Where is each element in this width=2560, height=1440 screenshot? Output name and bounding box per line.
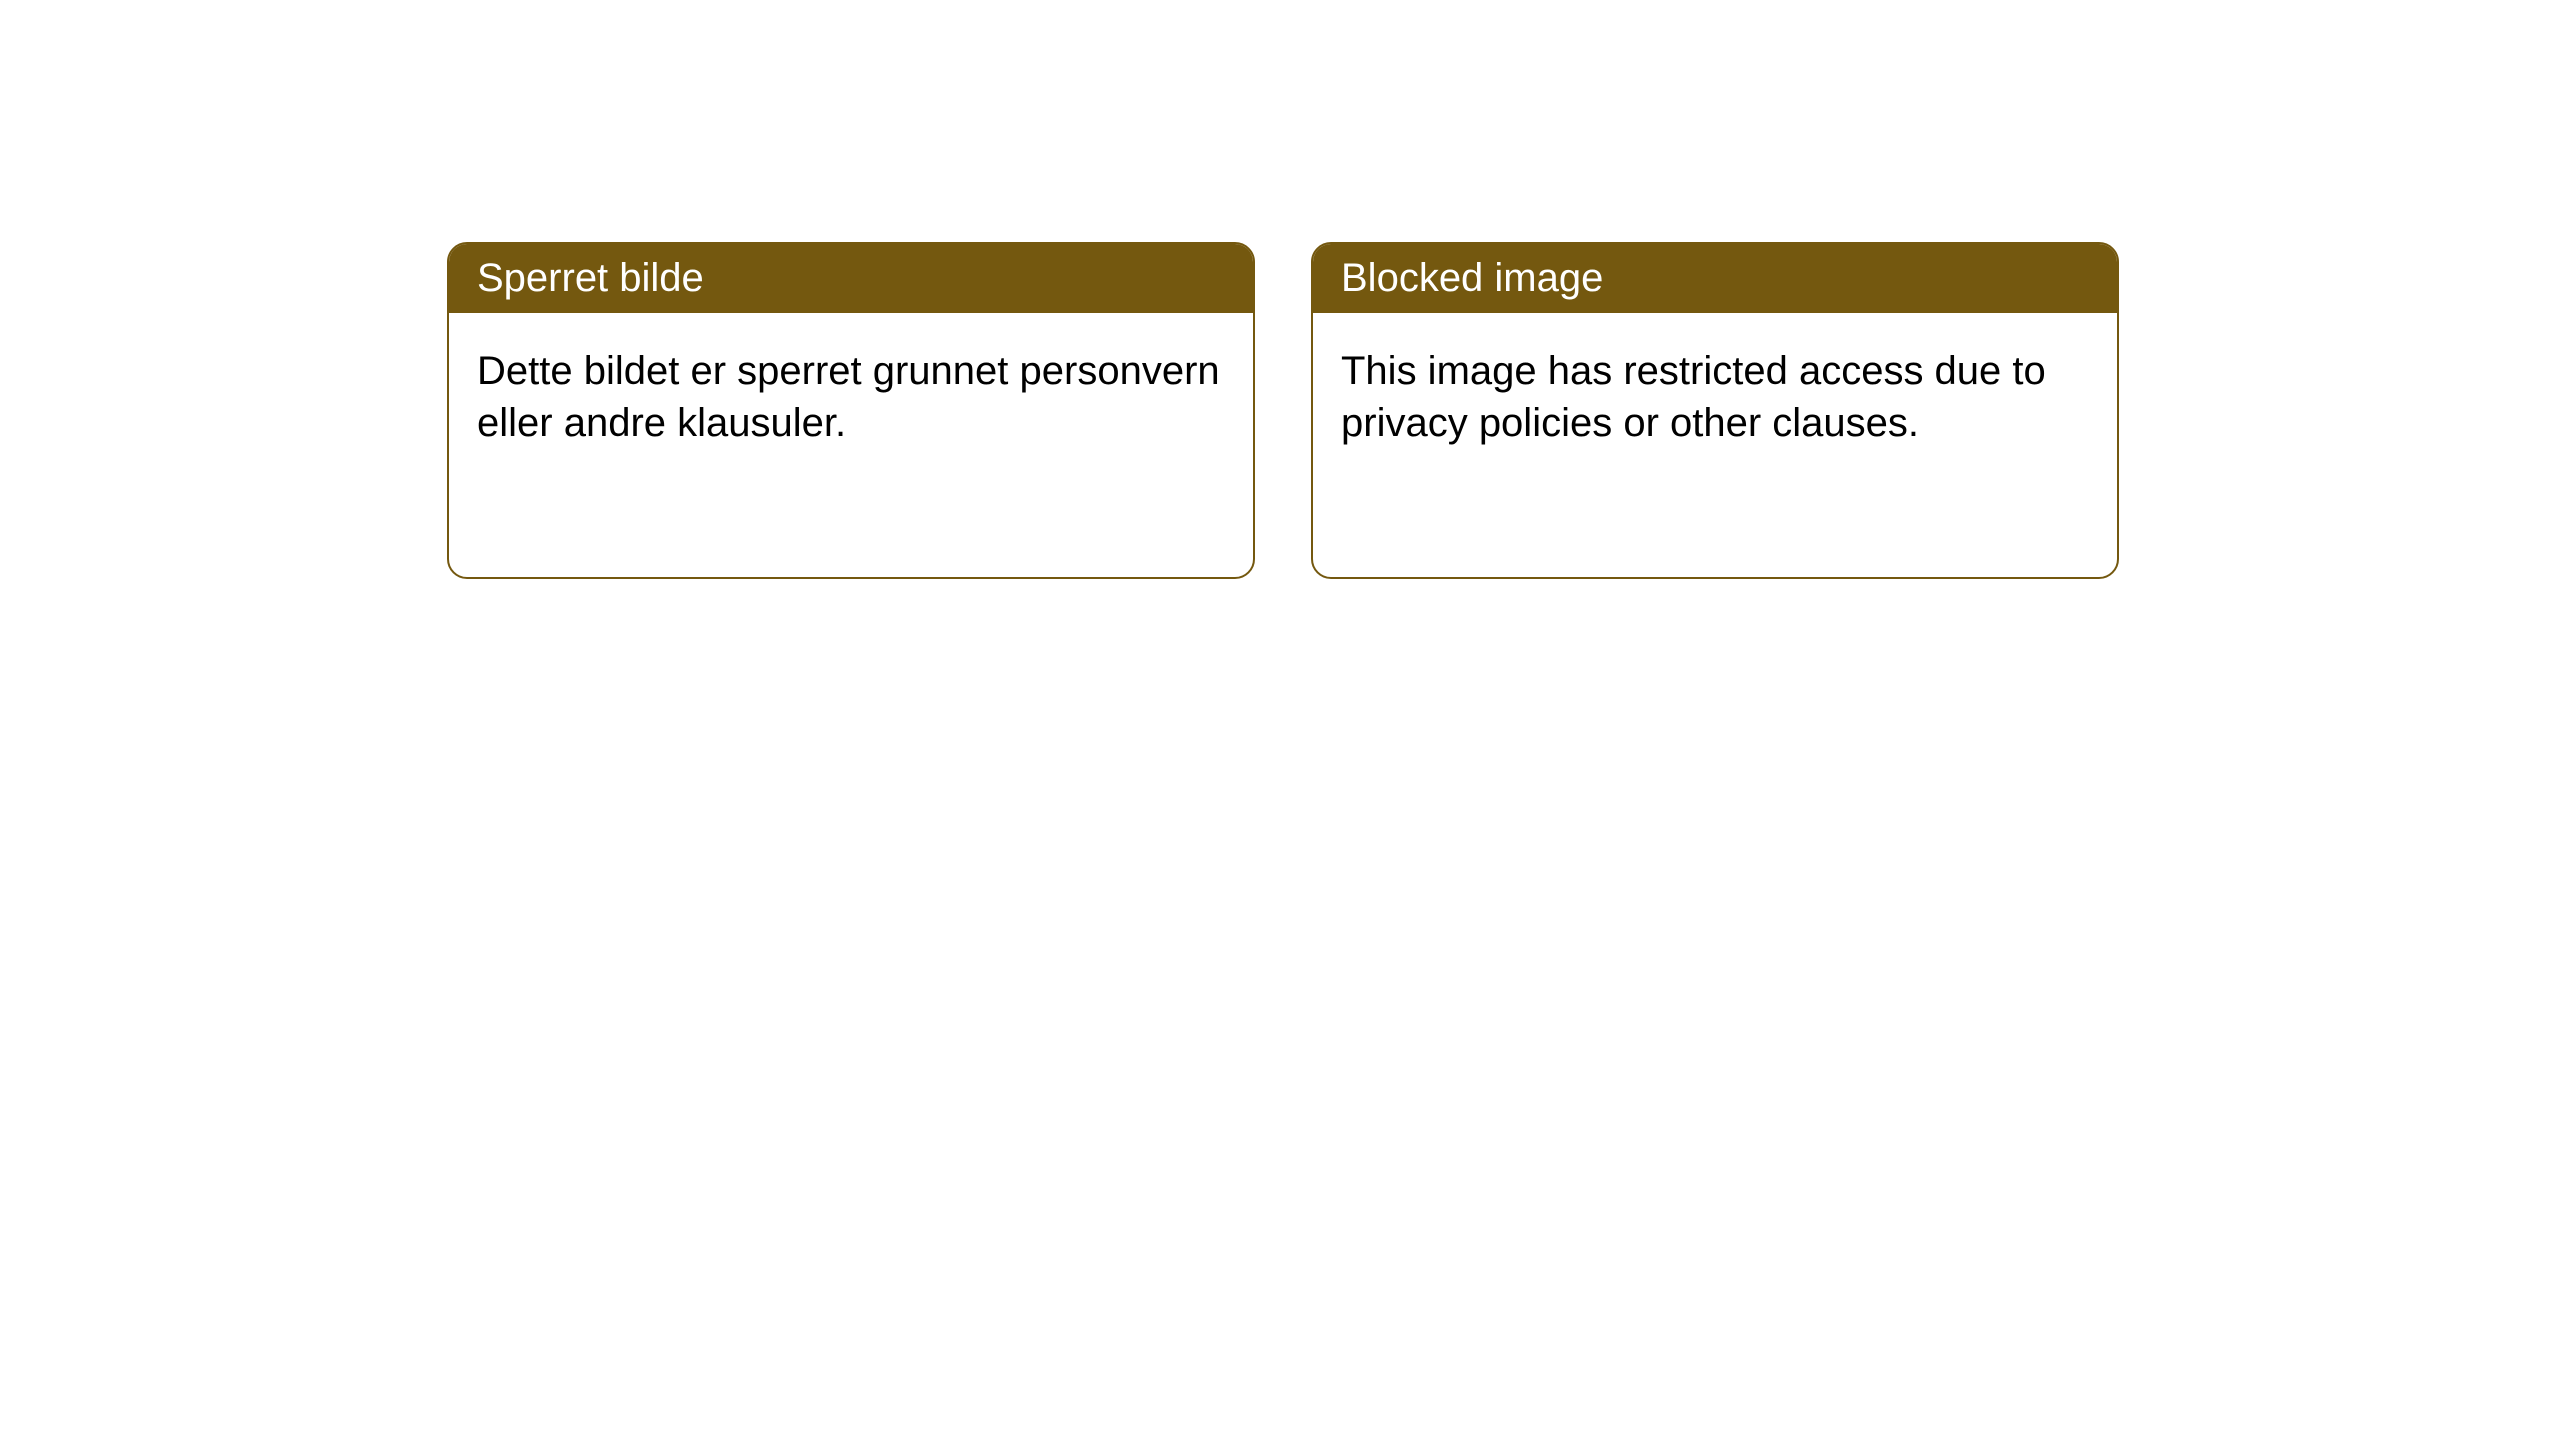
card-body-text: This image has restricted access due to … — [1341, 349, 2046, 445]
card-body: Dette bildet er sperret grunnet personve… — [449, 313, 1253, 481]
notice-card-norwegian: Sperret bilde Dette bildet er sperret gr… — [447, 242, 1255, 579]
card-header-text: Blocked image — [1341, 256, 1603, 300]
card-body: This image has restricted access due to … — [1313, 313, 2117, 481]
card-body-text: Dette bildet er sperret grunnet personve… — [477, 349, 1220, 445]
notice-card-english: Blocked image This image has restricted … — [1311, 242, 2119, 579]
card-header: Blocked image — [1313, 244, 2117, 313]
notice-cards-row: Sperret bilde Dette bildet er sperret gr… — [447, 242, 2119, 579]
card-header: Sperret bilde — [449, 244, 1253, 313]
card-header-text: Sperret bilde — [477, 256, 704, 300]
